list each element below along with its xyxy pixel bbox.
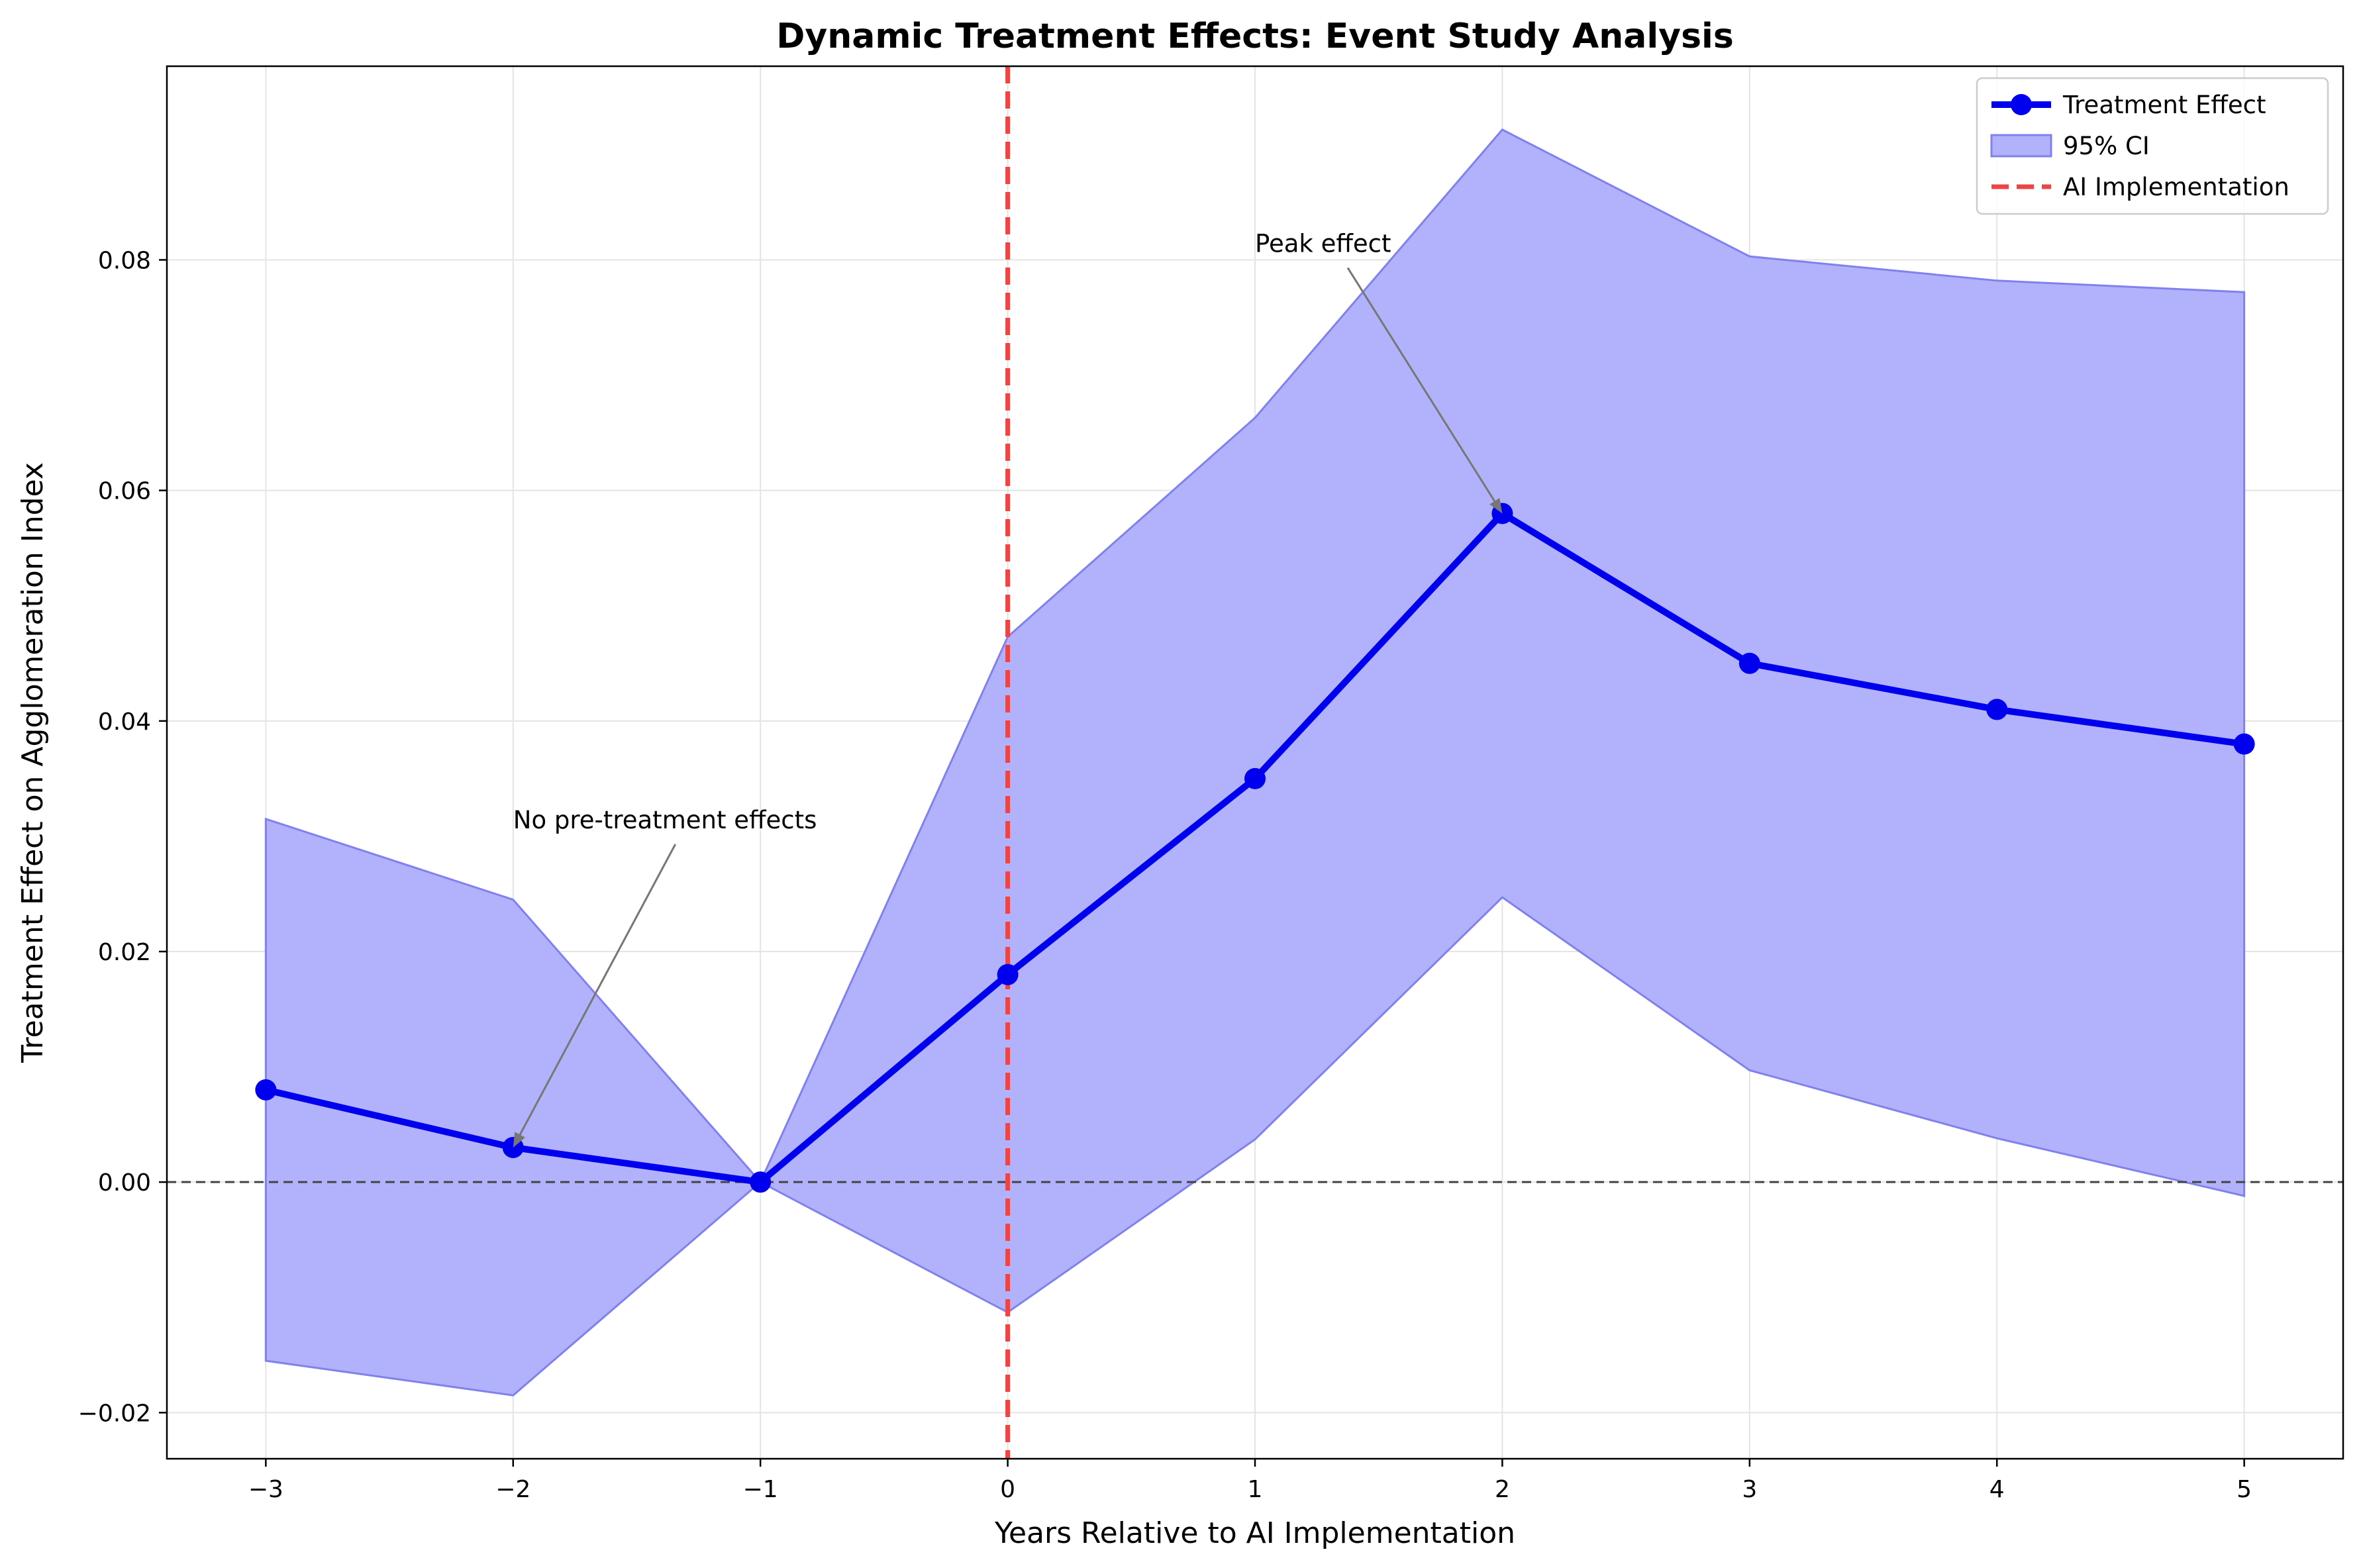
- reference-lines: [167, 66, 2343, 1459]
- data-point-8: [2233, 733, 2255, 755]
- x-tick-label-8: 5: [2237, 1476, 2252, 1503]
- x-tick-label-1: −2: [495, 1476, 530, 1503]
- data-point-7: [1986, 699, 2008, 720]
- data-point-3: [997, 963, 1019, 985]
- x-tick-label-2: −1: [743, 1476, 778, 1503]
- y-axis-ticks: −0.02 0.00 0.02 0.04 0.06 0.08: [78, 247, 167, 1427]
- annotation-peak-arrowhead: [1489, 498, 1503, 514]
- x-tick-label-7: 4: [1989, 1476, 2005, 1503]
- annotation-peak-arrow: [1346, 267, 1500, 509]
- y-tick-label-5: 0.08: [98, 247, 151, 274]
- y-tick-label-0: −0.02: [78, 1400, 151, 1427]
- data-point-0: [255, 1079, 277, 1101]
- x-tick-label-4: 1: [1248, 1476, 1263, 1503]
- x-tick-label-6: 3: [1742, 1476, 1757, 1503]
- chart-title: Dynamic Treatment Effects: Event Study A…: [776, 17, 1734, 56]
- y-tick-label-2: 0.02: [98, 939, 151, 966]
- y-tick-label-3: 0.04: [98, 709, 151, 736]
- data-point-6: [1738, 652, 1760, 674]
- x-tick-label-3: 0: [1000, 1476, 1015, 1503]
- legend-ci-swatch: [1990, 134, 2052, 158]
- annotation-peak: Peak effect: [1255, 229, 1391, 258]
- data-point-2: [750, 1171, 772, 1193]
- annotations: No pre-treatment effects Peak effect: [513, 229, 1503, 1148]
- data-point-4: [1244, 767, 1266, 789]
- x-axis-ticks: −3 −2 −1 0 1 2 3 4 5: [248, 1459, 2252, 1503]
- legend-box: [1976, 77, 2329, 215]
- x-tick-label-0: −3: [248, 1476, 283, 1503]
- annotation-pretreatment-arrow: [515, 844, 677, 1142]
- legend: Treatment Effect 95% CI AI Implementatio…: [1976, 77, 2329, 215]
- y-tick-label-1: 0.00: [98, 1169, 151, 1197]
- x-tick-label-5: 2: [1495, 1476, 1510, 1503]
- legend-ci-label: 95% CI: [2063, 132, 2150, 160]
- y-axis-label: Treatment Effect on Agglomeration Index: [16, 462, 50, 1063]
- y-tick-label-4: 0.06: [98, 478, 151, 505]
- legend-treatment-effect-marker: [2011, 94, 2032, 115]
- legend-ai-implementation-label: AI Implementation: [2063, 173, 2289, 201]
- legend-treatment-effect-label: Treatment Effect: [2062, 91, 2266, 119]
- x-axis-label: Years Relative to AI Implementation: [994, 1516, 1515, 1550]
- annotation-pretreatment-arrowhead: [513, 1132, 526, 1148]
- annotation-pretreatment: No pre-treatment effects: [513, 806, 817, 834]
